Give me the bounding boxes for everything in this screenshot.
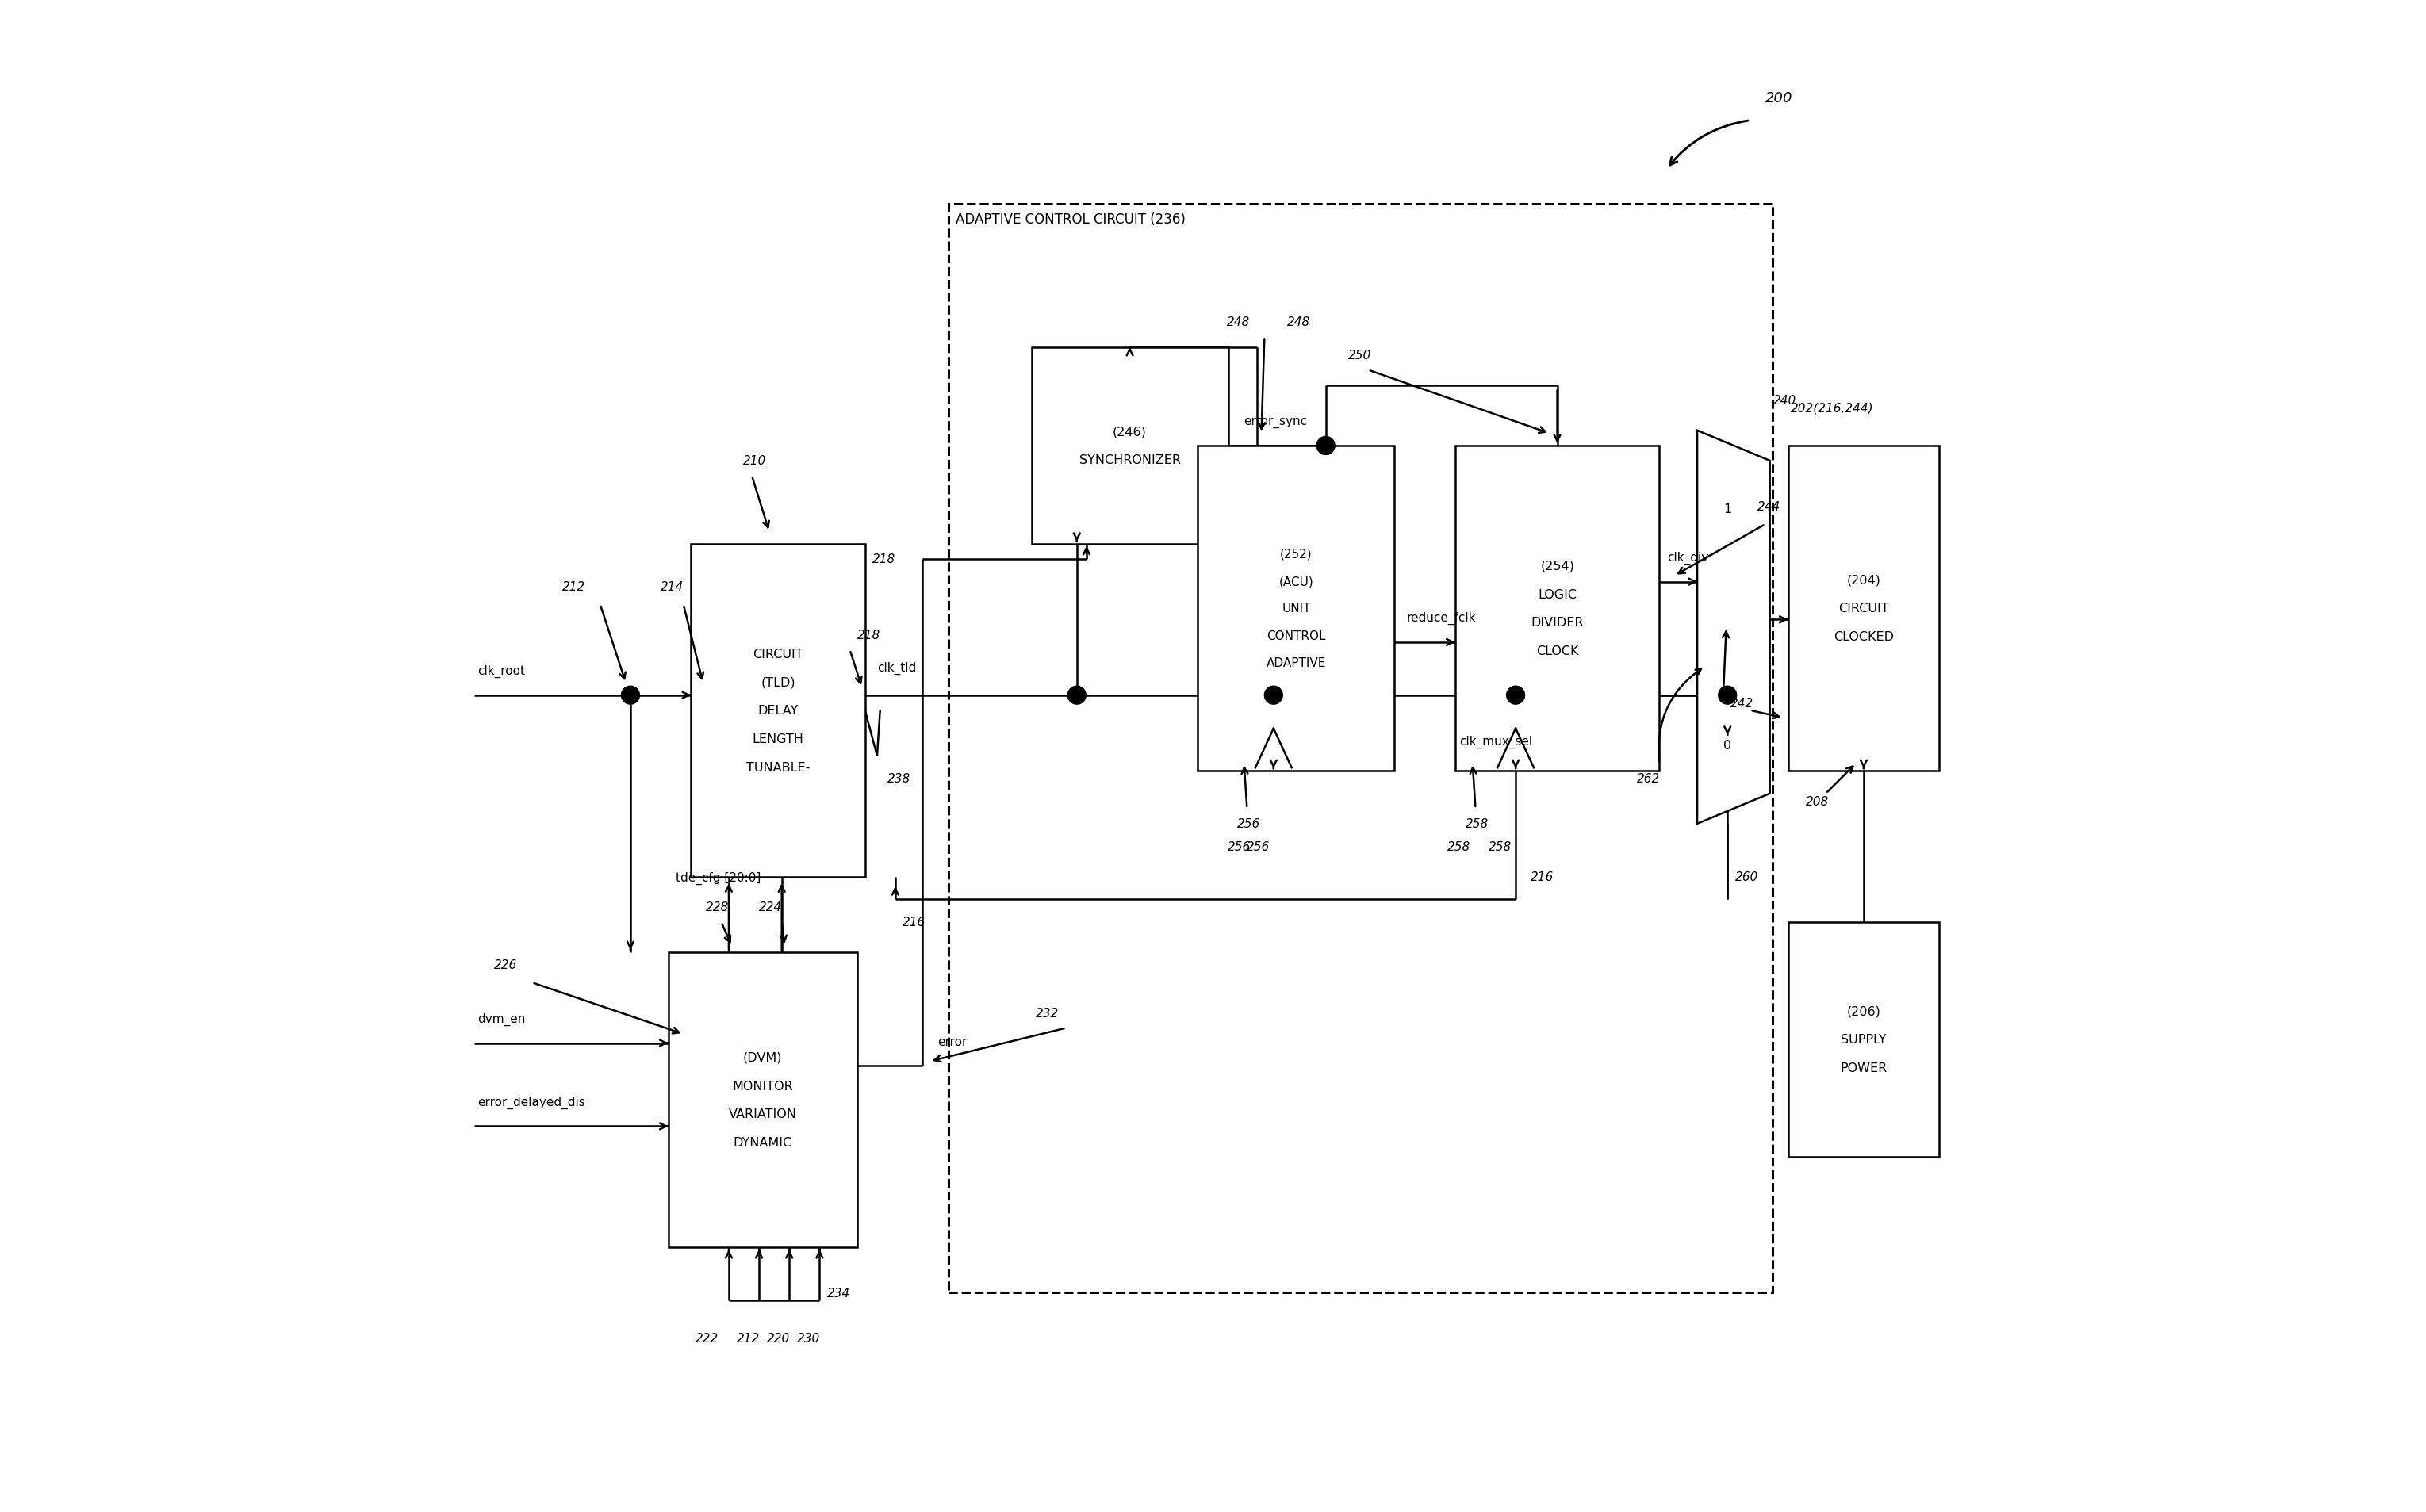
Circle shape	[1718, 686, 1737, 705]
Text: 0: 0	[1725, 739, 1732, 751]
Text: ADAPTIVE: ADAPTIVE	[1266, 656, 1327, 668]
Text: 232: 232	[1036, 1007, 1060, 1019]
FancyBboxPatch shape	[1788, 446, 1938, 771]
Text: SYNCHRONIZER: SYNCHRONIZER	[1080, 454, 1181, 466]
Text: 238: 238	[888, 773, 910, 785]
Text: 230: 230	[796, 1332, 820, 1344]
Text: 256: 256	[1228, 841, 1252, 853]
Text: (TLD): (TLD)	[762, 676, 796, 688]
Text: tde_cfg [20:0]: tde_cfg [20:0]	[677, 872, 762, 885]
Text: 222: 222	[696, 1332, 718, 1344]
Circle shape	[621, 686, 640, 705]
Text: 260: 260	[1735, 871, 1759, 883]
Text: 248: 248	[1288, 316, 1310, 328]
Text: SUPPLY: SUPPLY	[1841, 1034, 1887, 1045]
Text: CIRCUIT: CIRCUIT	[752, 649, 803, 659]
Circle shape	[1264, 686, 1283, 705]
Text: UNIT: UNIT	[1281, 603, 1310, 614]
Text: 258: 258	[1465, 818, 1490, 830]
Text: error_sync: error_sync	[1242, 416, 1308, 428]
Text: 258: 258	[1490, 841, 1511, 853]
Text: (ACU): (ACU)	[1279, 576, 1312, 587]
Polygon shape	[1698, 431, 1771, 824]
Text: LENGTH: LENGTH	[752, 733, 803, 745]
Text: error: error	[936, 1036, 968, 1048]
Circle shape	[1507, 686, 1524, 705]
Text: LOGIC: LOGIC	[1538, 588, 1577, 600]
FancyBboxPatch shape	[667, 953, 856, 1247]
Text: 224: 224	[759, 901, 781, 913]
Text: 258: 258	[1446, 841, 1470, 853]
Text: error_delayed_dis: error_delayed_dis	[478, 1096, 585, 1108]
Text: DELAY: DELAY	[757, 705, 798, 717]
FancyBboxPatch shape	[1456, 446, 1659, 771]
Text: (206): (206)	[1846, 1005, 1880, 1018]
Circle shape	[1067, 686, 1087, 705]
Text: clk_tld: clk_tld	[878, 662, 917, 674]
Text: 240: 240	[1773, 395, 1795, 407]
Text: 1: 1	[1722, 503, 1732, 516]
Text: CONTROL: CONTROL	[1266, 631, 1325, 641]
Text: 218: 218	[856, 629, 881, 641]
Text: 212: 212	[563, 581, 585, 593]
FancyBboxPatch shape	[1031, 348, 1228, 544]
Text: CLOCK: CLOCK	[1536, 646, 1579, 658]
Text: ADAPTIVE CONTROL CIRCUIT (236): ADAPTIVE CONTROL CIRCUIT (236)	[956, 213, 1186, 227]
Text: (254): (254)	[1541, 559, 1574, 572]
Text: 214: 214	[660, 581, 684, 593]
FancyBboxPatch shape	[1198, 446, 1395, 771]
Text: DIVIDER: DIVIDER	[1531, 617, 1584, 629]
Text: clk_div: clk_div	[1667, 552, 1708, 564]
Text: 244: 244	[1759, 500, 1781, 513]
Text: 234: 234	[827, 1287, 852, 1299]
Text: 220: 220	[767, 1332, 791, 1344]
Circle shape	[1317, 437, 1334, 455]
Text: 210: 210	[742, 455, 767, 467]
Text: 216: 216	[902, 916, 927, 928]
Text: 212: 212	[738, 1332, 759, 1344]
Text: clk_mux_sel: clk_mux_sel	[1458, 736, 1533, 748]
Text: (252): (252)	[1281, 549, 1312, 561]
Text: 202(216,244): 202(216,244)	[1790, 402, 1873, 414]
Text: MONITOR: MONITOR	[733, 1080, 793, 1092]
Text: 256: 256	[1237, 818, 1262, 830]
Text: 256: 256	[1247, 841, 1269, 853]
FancyBboxPatch shape	[691, 544, 866, 877]
Text: 242: 242	[1730, 697, 1754, 709]
FancyBboxPatch shape	[1788, 922, 1938, 1157]
Text: VARIATION: VARIATION	[728, 1108, 796, 1120]
Text: dvm_en: dvm_en	[478, 1013, 526, 1025]
Text: 208: 208	[1807, 795, 1829, 807]
Text: clk_root: clk_root	[478, 665, 524, 677]
Text: 218: 218	[873, 553, 895, 565]
Text: (DVM): (DVM)	[742, 1051, 784, 1063]
Text: 200: 200	[1766, 91, 1793, 106]
Text: TUNABLE-: TUNABLE-	[747, 762, 810, 773]
Text: POWER: POWER	[1841, 1061, 1887, 1074]
Text: 216: 216	[1531, 871, 1555, 883]
Text: (246): (246)	[1114, 426, 1147, 438]
Text: CIRCUIT: CIRCUIT	[1839, 603, 1890, 614]
Text: 250: 250	[1349, 349, 1371, 361]
Text: 248: 248	[1228, 316, 1249, 328]
Text: 262: 262	[1638, 773, 1659, 785]
Text: reduce_fclk: reduce_fclk	[1407, 612, 1475, 624]
Text: CLOCKED: CLOCKED	[1834, 631, 1895, 643]
Text: (204): (204)	[1846, 575, 1880, 587]
Text: DYNAMIC: DYNAMIC	[733, 1137, 793, 1149]
Text: 226: 226	[495, 959, 517, 971]
Text: 228: 228	[706, 901, 730, 913]
